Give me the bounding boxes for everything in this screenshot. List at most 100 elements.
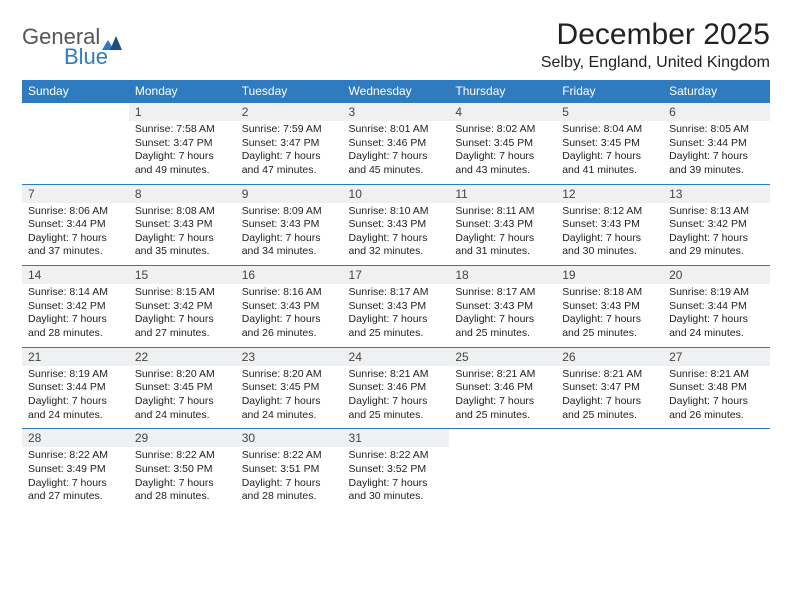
day-data: Sunrise: 8:21 AMSunset: 3:48 PMDaylight:… bbox=[663, 366, 770, 423]
sunset-text: Sunset: 3:51 PM bbox=[242, 463, 337, 477]
sunset-text: Sunset: 3:47 PM bbox=[242, 137, 337, 151]
sunrise-text: Sunrise: 8:21 AM bbox=[669, 368, 764, 382]
daylight-text: Daylight: 7 hours and 30 minutes. bbox=[562, 232, 657, 259]
sunset-text: Sunset: 3:49 PM bbox=[28, 463, 123, 477]
sunrise-text: Sunrise: 8:22 AM bbox=[242, 449, 337, 463]
sunset-text: Sunset: 3:47 PM bbox=[135, 137, 230, 151]
day-number: 5 bbox=[556, 103, 663, 121]
sunset-text: Sunset: 3:45 PM bbox=[562, 137, 657, 151]
sunset-text: Sunset: 3:52 PM bbox=[349, 463, 444, 477]
sunrise-text: Sunrise: 7:59 AM bbox=[242, 123, 337, 137]
sunrise-text: Sunrise: 8:18 AM bbox=[562, 286, 657, 300]
day-number: 26 bbox=[556, 348, 663, 366]
location: Selby, England, United Kingdom bbox=[541, 54, 770, 72]
day-data: Sunrise: 8:13 AMSunset: 3:42 PMDaylight:… bbox=[663, 203, 770, 260]
day-data: Sunrise: 8:19 AMSunset: 3:44 PMDaylight:… bbox=[663, 284, 770, 341]
daylight-text: Daylight: 7 hours and 25 minutes. bbox=[349, 313, 444, 340]
day-cell: 1Sunrise: 7:58 AMSunset: 3:47 PMDaylight… bbox=[129, 102, 236, 184]
daylight-text: Daylight: 7 hours and 26 minutes. bbox=[242, 313, 337, 340]
day-number: 22 bbox=[129, 348, 236, 366]
day-number: 18 bbox=[449, 266, 556, 284]
day-cell bbox=[556, 428, 663, 510]
daylight-text: Daylight: 7 hours and 30 minutes. bbox=[349, 477, 444, 504]
daylight-text: Daylight: 7 hours and 28 minutes. bbox=[242, 477, 337, 504]
day-number bbox=[449, 429, 556, 433]
sunrise-text: Sunrise: 8:21 AM bbox=[562, 368, 657, 382]
day-cell: 29Sunrise: 8:22 AMSunset: 3:50 PMDayligh… bbox=[129, 428, 236, 510]
day-number: 19 bbox=[556, 266, 663, 284]
day-cell: 30 Sunrise: 8:22 AMSunset: 3:51 PMDayligh… bbox=[236, 428, 343, 510]
month-title: December 2025 bbox=[541, 18, 770, 52]
day-number: 13 bbox=[663, 185, 770, 203]
sunrise-text: Sunrise: 8:20 AM bbox=[135, 368, 230, 382]
day-number bbox=[663, 429, 770, 433]
day-number bbox=[22, 103, 129, 107]
day-cell: 31Sunrise: 8:22 AMSunset: 3:52 PMDayligh… bbox=[343, 428, 450, 510]
header: GeneralBlue December 2025 Selby, England… bbox=[22, 18, 770, 72]
weekday-header-row: Sunday Monday Tuesday Wednesday Thursday… bbox=[22, 80, 770, 102]
weekday-header: Friday bbox=[556, 80, 663, 102]
sunrise-text: Sunrise: 8:14 AM bbox=[28, 286, 123, 300]
sunrise-text: Sunrise: 8:21 AM bbox=[455, 368, 550, 382]
day-number: 6 bbox=[663, 103, 770, 121]
day-data: Sunrise: 8:21 AMSunset: 3:46 PMDaylight:… bbox=[343, 366, 450, 423]
day-number: 3 bbox=[343, 103, 450, 121]
day-data: Sunrise: 8:05 AMSunset: 3:44 PMDaylight:… bbox=[663, 121, 770, 178]
daylight-text: Daylight: 7 hours and 25 minutes. bbox=[455, 313, 550, 340]
day-cell bbox=[449, 428, 556, 510]
day-number: 8 bbox=[129, 185, 236, 203]
day-cell: 13Sunrise: 8:13 AMSunset: 3:42 PMDayligh… bbox=[663, 184, 770, 266]
sunset-text: Sunset: 3:42 PM bbox=[28, 300, 123, 314]
day-cell: 21Sunrise: 8:19 AMSunset: 3:44 PMDayligh… bbox=[22, 347, 129, 429]
sunset-text: Sunset: 3:43 PM bbox=[242, 300, 337, 314]
sunset-text: Sunset: 3:43 PM bbox=[135, 218, 230, 232]
day-cell: 2Sunrise: 7:59 AMSunset: 3:47 PMDaylight… bbox=[236, 102, 343, 184]
sunrise-text: Sunrise: 8:10 AM bbox=[349, 205, 444, 219]
day-data: Sunrise: 8:20 AMSunset: 3:45 PMDaylight:… bbox=[236, 366, 343, 423]
day-cell: 18Sunrise: 8:17 AMSunset: 3:43 PMDayligh… bbox=[449, 265, 556, 347]
day-number: 31 bbox=[343, 429, 450, 447]
sunrise-text: Sunrise: 8:19 AM bbox=[669, 286, 764, 300]
sunset-text: Sunset: 3:43 PM bbox=[562, 218, 657, 232]
day-number: 20 bbox=[663, 266, 770, 284]
sunset-text: Sunset: 3:46 PM bbox=[455, 381, 550, 395]
day-cell: 4Sunrise: 8:02 AMSunset: 3:45 PMDaylight… bbox=[449, 102, 556, 184]
sunrise-text: Sunrise: 8:21 AM bbox=[349, 368, 444, 382]
sunrise-text: Sunrise: 8:02 AM bbox=[455, 123, 550, 137]
day-data: Sunrise: 8:21 AMSunset: 3:47 PMDaylight:… bbox=[556, 366, 663, 423]
day-cell: 6Sunrise: 8:05 AMSunset: 3:44 PMDaylight… bbox=[663, 102, 770, 184]
day-data: Sunrise: 8:08 AMSunset: 3:43 PMDaylight:… bbox=[129, 203, 236, 260]
day-cell: 14Sunrise: 8:14 AMSunset: 3:42 PMDayligh… bbox=[22, 265, 129, 347]
day-data: Sunrise: 8:22 AMSunset: 3:52 PMDaylight:… bbox=[343, 447, 450, 504]
day-cell: 20Sunrise: 8:19 AMSunset: 3:44 PMDayligh… bbox=[663, 265, 770, 347]
weekday-header: Sunday bbox=[22, 80, 129, 102]
day-number: 30 bbox=[236, 429, 343, 447]
weekday-header: Saturday bbox=[663, 80, 770, 102]
daylight-text: Daylight: 7 hours and 39 minutes. bbox=[669, 150, 764, 177]
daylight-text: Daylight: 7 hours and 24 minutes. bbox=[135, 395, 230, 422]
day-cell: 28Sunrise: 8:22 AMSunset: 3:49 PMDayligh… bbox=[22, 428, 129, 510]
week-row: 21Sunrise: 8:19 AMSunset: 3:44 PMDayligh… bbox=[22, 347, 770, 429]
daylight-text: Daylight: 7 hours and 34 minutes. bbox=[242, 232, 337, 259]
day-cell: 9Sunrise: 8:09 AMSunset: 3:43 PMDaylight… bbox=[236, 184, 343, 266]
day-data: Sunrise: 8:17 AMSunset: 3:43 PMDaylight:… bbox=[343, 284, 450, 341]
daylight-text: Daylight: 7 hours and 25 minutes. bbox=[562, 395, 657, 422]
day-number: 11 bbox=[449, 185, 556, 203]
sunrise-text: Sunrise: 8:08 AM bbox=[135, 205, 230, 219]
day-number: 12 bbox=[556, 185, 663, 203]
day-data: Sunrise: 8:21 AMSunset: 3:46 PMDaylight:… bbox=[449, 366, 556, 423]
sunrise-text: Sunrise: 8:04 AM bbox=[562, 123, 657, 137]
daylight-text: Daylight: 7 hours and 24 minutes. bbox=[28, 395, 123, 422]
day-number: 24 bbox=[343, 348, 450, 366]
sunset-text: Sunset: 3:43 PM bbox=[349, 300, 444, 314]
weekday-header: Thursday bbox=[449, 80, 556, 102]
weekday-header: Monday bbox=[129, 80, 236, 102]
day-data: Sunrise: 8:10 AMSunset: 3:43 PMDaylight:… bbox=[343, 203, 450, 260]
day-number: 10 bbox=[343, 185, 450, 203]
sunset-text: Sunset: 3:43 PM bbox=[562, 300, 657, 314]
sunset-text: Sunset: 3:43 PM bbox=[455, 218, 550, 232]
sunset-text: Sunset: 3:47 PM bbox=[562, 381, 657, 395]
day-data: Sunrise: 8:16 AMSunset: 3:43 PMDaylight:… bbox=[236, 284, 343, 341]
day-data: Sunrise: 7:59 AMSunset: 3:47 PMDaylight:… bbox=[236, 121, 343, 178]
daylight-text: Daylight: 7 hours and 25 minutes. bbox=[562, 313, 657, 340]
